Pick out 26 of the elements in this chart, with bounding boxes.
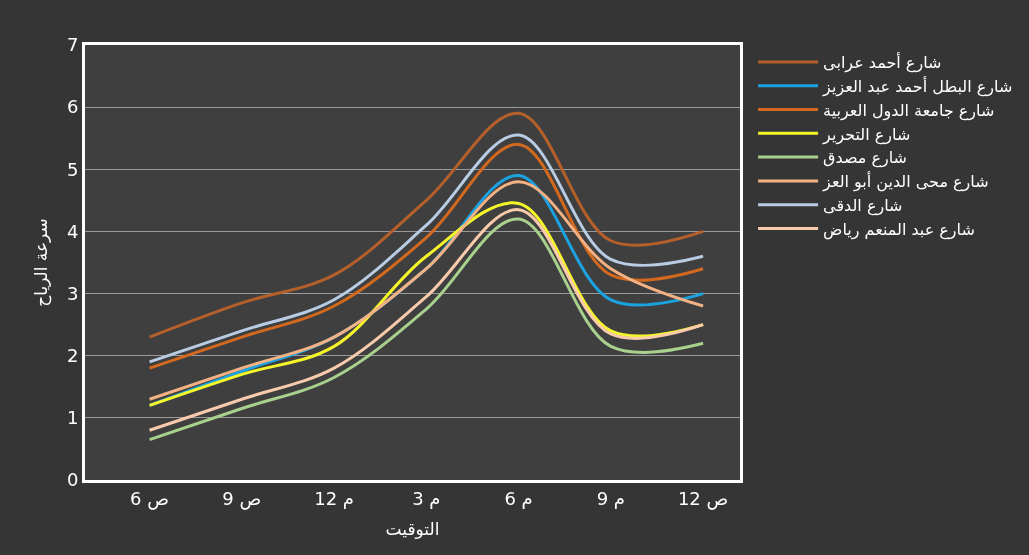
y-tick-label: 4 <box>66 220 79 242</box>
legend-label: شارع التحرير <box>822 124 911 145</box>
line-series <box>148 111 705 339</box>
legend-label: شارع عبد المنعم رياض <box>823 219 975 240</box>
x-tick-label: 12 ص <box>677 487 729 510</box>
y-tick-label: 7 <box>66 34 79 56</box>
x-tick-label: 3 م <box>412 487 441 509</box>
legend-label: شارع محى الدين أبو العز <box>822 171 989 193</box>
legend-label: شارع مصدق <box>823 148 908 169</box>
y-axis-title: سرعة الرياح <box>31 218 53 307</box>
y-tick-label: 5 <box>66 158 79 180</box>
legend-label: شارع البطل أحمد عبد العزيز <box>822 75 1013 97</box>
y-tick-label: 0 <box>66 469 79 491</box>
y-tick-label: 3 <box>66 282 79 304</box>
legend-label: شارع جامعة الدول العربية <box>823 100 995 121</box>
legend-label: شارع أحمد عرابى <box>823 52 942 74</box>
x-tick-label: 12 م <box>314 487 354 509</box>
y-tick-label: 2 <box>66 345 79 367</box>
x-tick-label: 9 م <box>596 487 626 509</box>
legend-label: شارع الدقى <box>823 195 903 216</box>
x-axis-title: التوقيت <box>385 519 440 539</box>
y-tick-label: 6 <box>66 96 79 118</box>
y-tick-label: 1 <box>66 407 79 429</box>
x-tick-label: 6 ص <box>130 487 170 510</box>
x-tick-label: 9 ص <box>222 487 262 510</box>
x-tick-label: 6 م <box>504 487 533 509</box>
